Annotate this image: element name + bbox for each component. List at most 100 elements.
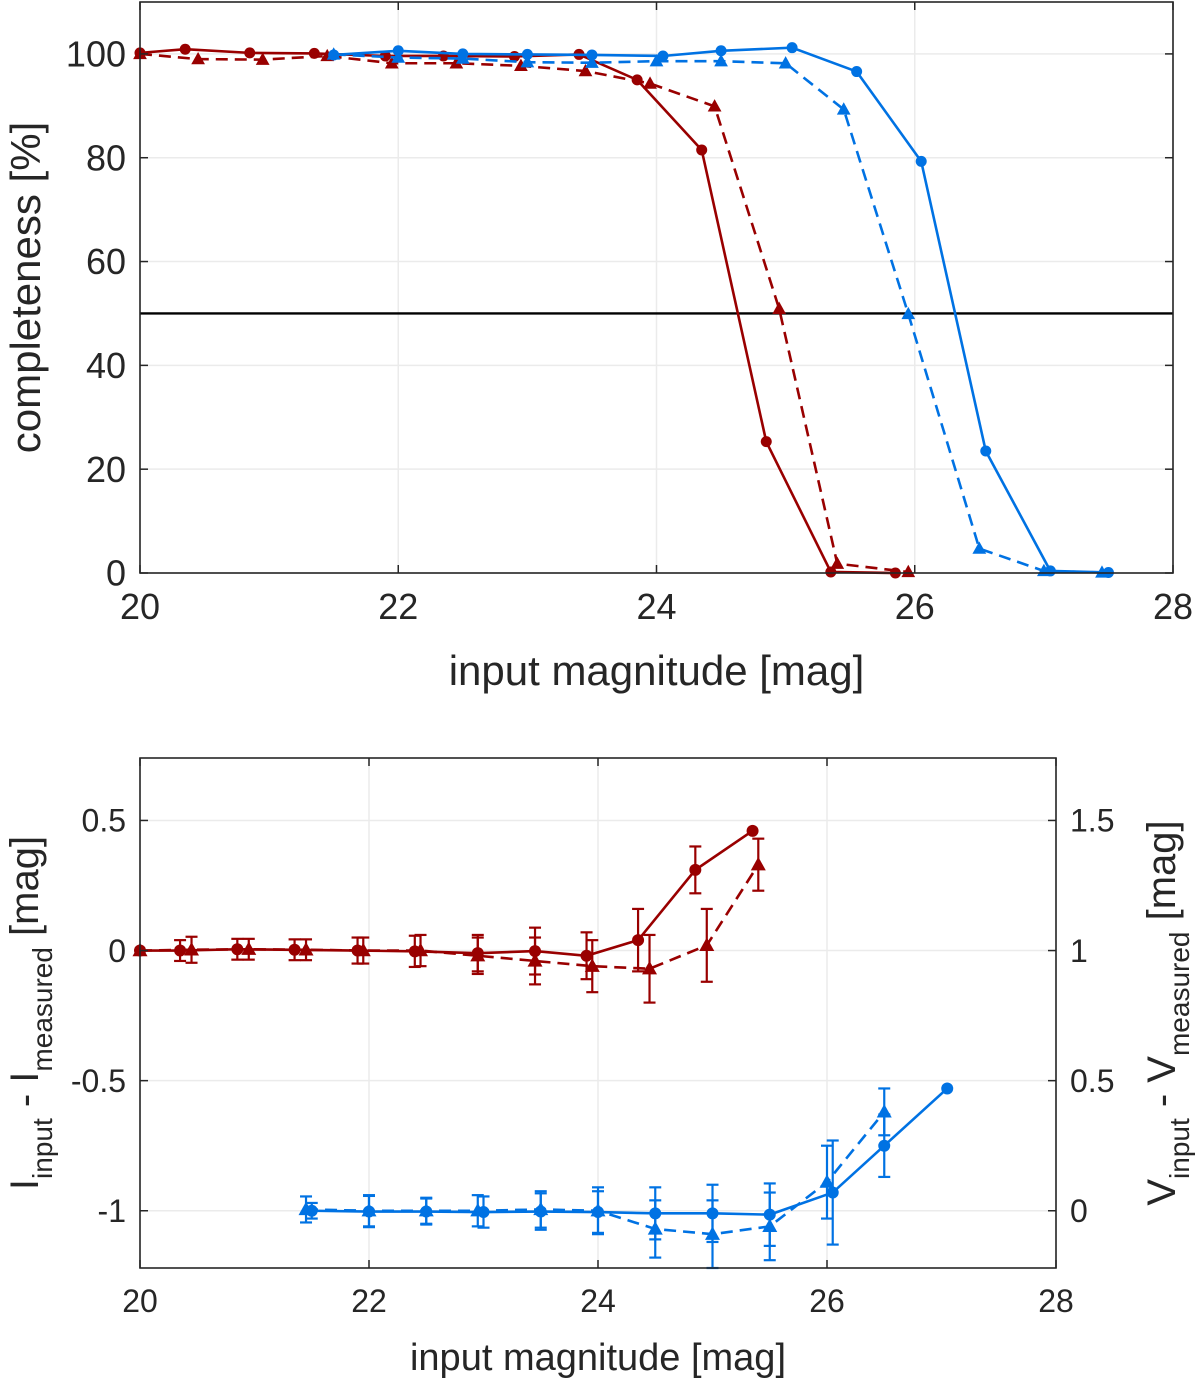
- data-point-triangle: [836, 102, 851, 115]
- completeness-x-axis-label: input magnitude [mag]: [449, 647, 865, 694]
- data-point-triangle: [455, 51, 470, 64]
- data-point-circle: [941, 1082, 954, 1095]
- y-tick-label: 0: [108, 933, 126, 969]
- data-point-circle: [657, 50, 669, 62]
- data-point-circle: [580, 949, 593, 962]
- right-y-tick-label: 1: [1070, 933, 1088, 969]
- data-point-triangle: [750, 856, 766, 871]
- data-point-circle: [980, 445, 992, 457]
- data-point-circle: [521, 48, 533, 60]
- data-point-triangle: [191, 51, 205, 65]
- data-point-circle: [786, 42, 798, 54]
- data-point-triangle: [298, 1201, 314, 1216]
- difference-series: [132, 824, 954, 1270]
- data-point-triangle: [298, 941, 314, 956]
- data-point-circle: [746, 824, 759, 837]
- x-tick-label: 20: [120, 586, 160, 627]
- x-tick-label: 24: [636, 586, 676, 627]
- data-point-triangle: [714, 54, 728, 67]
- y-tick-label: 100: [66, 34, 126, 75]
- data-point-triangle: [449, 56, 464, 69]
- x-tick-label: 26: [895, 586, 935, 627]
- y-tick-label: 60: [86, 241, 126, 282]
- data-point-triangle: [705, 1226, 720, 1240]
- series-line: [333, 46, 1109, 574]
- data-point-circle: [696, 144, 708, 156]
- data-point-circle: [586, 49, 598, 61]
- data-point-triangle: [762, 1218, 778, 1233]
- data-point-triangle: [470, 1202, 486, 1217]
- data-point-triangle: [241, 941, 257, 955]
- data-point-circle: [632, 934, 645, 947]
- data-point-circle: [851, 66, 863, 78]
- x-tick-label: 22: [378, 586, 418, 627]
- data-point-circle: [689, 863, 702, 876]
- x-tick-label: 24: [580, 1283, 616, 1319]
- right-y-tick-label: 0.5: [1070, 1063, 1114, 1099]
- data-point-circle: [825, 566, 837, 578]
- data-point-triangle: [584, 958, 600, 972]
- x-tick-label: 20: [122, 1283, 158, 1319]
- data-point-triangle: [642, 960, 658, 975]
- right-y-tick-label: 0: [1070, 1193, 1088, 1229]
- series-i-dashed-triangles: [133, 46, 916, 578]
- series-v-dashed-triangles: [298, 1087, 892, 1270]
- data-point-triangle: [184, 941, 200, 956]
- right-y-tick-label: 1.5: [1070, 803, 1114, 839]
- data-point-circle: [878, 1139, 891, 1152]
- data-point-triangle: [649, 54, 664, 67]
- completeness-grid: [139, 2, 1174, 574]
- completeness-series: [133, 42, 1114, 579]
- data-point-triangle: [1095, 565, 1109, 578]
- x-tick-label: 28: [1153, 586, 1193, 627]
- v-label-main: V: [1140, 1179, 1184, 1206]
- data-point-circle: [760, 436, 772, 448]
- series-v-dashed-triangles: [326, 47, 1109, 578]
- data-point-triangle: [578, 63, 593, 77]
- data-point-triangle: [707, 99, 722, 112]
- x-tick-label: 26: [809, 1283, 845, 1319]
- data-point-triangle: [470, 947, 486, 962]
- y-tick-label: 80: [86, 137, 126, 178]
- magnitude-difference-chart: 20 22 24 26 28 -1 -0.5 0 0.5 0 0.5 1 1.5 input magni…: [3, 757, 1195, 1379]
- y-tick-label: 40: [86, 345, 126, 386]
- series-i-solid-circles: [134, 43, 901, 579]
- data-point-triangle: [533, 1201, 549, 1216]
- i-difference-y-axis-label: Iinput - Imeasured [mag]: [3, 836, 58, 1190]
- data-point-circle: [715, 45, 727, 57]
- data-point-triangle: [514, 58, 528, 72]
- y-tick-label: -1: [98, 1193, 126, 1229]
- data-point-circle: [379, 50, 391, 62]
- data-point-triangle: [585, 55, 599, 68]
- data-point-triangle: [901, 564, 916, 578]
- data-point-triangle: [830, 556, 845, 569]
- y-tick-label: 0.5: [82, 803, 126, 839]
- data-point-triangle: [643, 76, 657, 89]
- data-point-triangle: [418, 1202, 434, 1217]
- v-label-unit: [mag]: [1140, 820, 1184, 931]
- v-label-sub-input: input: [1164, 1118, 1195, 1179]
- data-point-triangle: [391, 50, 406, 63]
- series-v-solid-circles: [305, 1082, 954, 1247]
- i-label-unit: [mag]: [3, 836, 47, 947]
- v-difference-y-axis-label: Vinput - Vmeasured [mag]: [1140, 820, 1195, 1205]
- i-label-sub-input: input: [27, 1118, 58, 1179]
- difference-ticks: 20 22 24 26 28 -1 -0.5 0 0.5 0 0.5 1 1.5: [71, 758, 1114, 1319]
- i-label-sub-measured: measured: [27, 947, 58, 1072]
- i-label-main: I: [3, 1179, 47, 1190]
- data-point-triangle: [876, 1104, 892, 1118]
- x-tick-label: 28: [1038, 1283, 1074, 1319]
- data-point-triangle: [520, 55, 535, 68]
- series-line: [140, 829, 754, 958]
- data-point-triangle: [355, 942, 371, 957]
- series-i-solid-circles: [134, 824, 759, 981]
- series-line: [311, 1087, 949, 1216]
- data-point-triangle: [699, 937, 715, 952]
- data-point-triangle: [527, 953, 543, 967]
- data-point-triangle: [413, 942, 429, 957]
- x-tick-label: 22: [351, 1283, 387, 1319]
- difference-x-axis-label: input magnitude [mag]: [410, 1337, 786, 1379]
- y-tick-label: -0.5: [71, 1063, 126, 1099]
